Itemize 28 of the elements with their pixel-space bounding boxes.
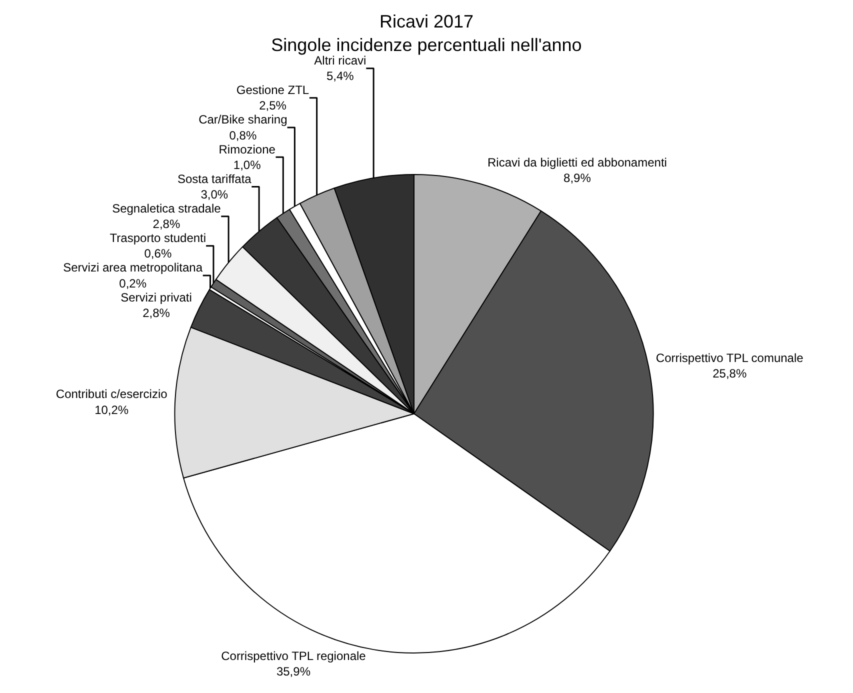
slice-label: Car/Bike sharing — [198, 112, 288, 127]
data-label: 0,8% — [229, 128, 257, 142]
data-label: 2,5% — [259, 98, 287, 113]
data-label: 0,6% — [144, 246, 172, 261]
slice-label: Sosta tariffata — [178, 172, 252, 186]
data-label: 25,8% — [712, 366, 747, 380]
chart-title: Ricavi 2017 — [379, 12, 474, 32]
slice-label: Ricavi da biglietti ed abbonamenti — [488, 155, 667, 170]
slice-label: Corrispettivo TPL regionale — [221, 649, 366, 664]
slice-label: Trasporto studenti — [110, 231, 206, 246]
data-label: 35,9% — [276, 664, 311, 679]
data-label: 8,9% — [564, 170, 592, 185]
slice-label: Contributi c/esercizio — [56, 387, 168, 402]
data-label: 10,2% — [94, 402, 129, 417]
data-label: 1,0% — [233, 158, 262, 172]
chart-subtitle: Singole incidenze percentuali nell'anno — [271, 35, 582, 56]
data-label: 2,8% — [152, 217, 180, 232]
slice-label: Servizi area metropolitana — [63, 260, 203, 275]
data-label: 0,2% — [119, 276, 147, 290]
slice-label: Rimozione — [218, 142, 276, 156]
slice-label: Segnaletica stradale — [112, 202, 222, 216]
data-label: 3,0% — [200, 188, 228, 202]
slice-label: Servizi privati — [120, 290, 192, 304]
slice-label: Corrispettivo TPL comunale — [656, 350, 804, 365]
data-label: 2,8% — [142, 306, 170, 320]
data-label: 5,4% — [326, 69, 354, 84]
slice-label: Altri ricavi — [314, 54, 366, 68]
slice-label: Gestione ZTL — [236, 83, 310, 98]
